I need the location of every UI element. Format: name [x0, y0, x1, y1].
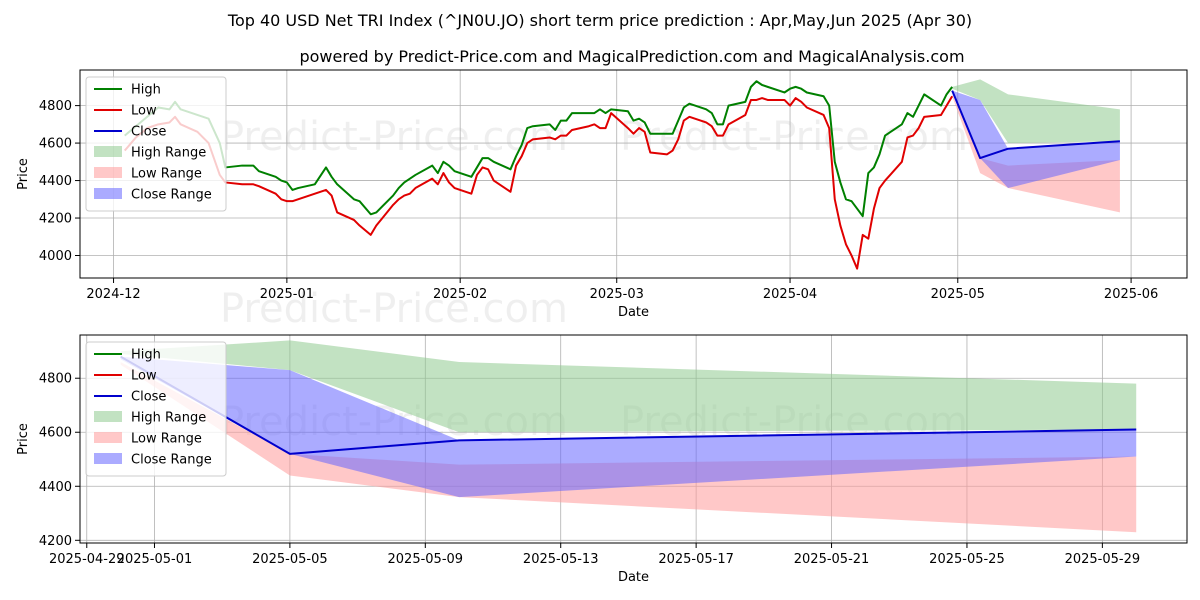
x-tick-label: 2025-05-21: [794, 552, 870, 567]
y-tick-label: 4400: [39, 174, 72, 189]
legend-swatch-close-range: [94, 453, 122, 464]
x-tick-label: 2025-05-17: [658, 552, 734, 567]
y-tick-label: 4000: [39, 249, 72, 264]
high-range-band: [120, 340, 1137, 433]
close-line: [951, 90, 1120, 160]
low-range-band: [120, 362, 1137, 533]
legend-label-low: Low: [131, 369, 157, 384]
legend-label-high-range: High Range: [131, 146, 206, 161]
y-tick-label: 4400: [39, 480, 72, 495]
x-tick-label: 2025-05-13: [523, 552, 599, 567]
x-tick-label: 2025-05-29: [1065, 552, 1141, 567]
y-tick-label: 4200: [39, 212, 72, 227]
x-axis-label: Date: [618, 570, 649, 585]
legend-label-close: Close: [131, 390, 166, 405]
legend-label-high-range: High Range: [131, 411, 206, 426]
y-axis-label: Price: [16, 158, 31, 190]
x-tick-label: 2025-04: [763, 287, 817, 302]
chart-title: Top 40 USD Net TRI Index (^JN0U.JO) shor…: [227, 11, 972, 30]
legend-label-low-range: Low Range: [131, 167, 202, 182]
x-tick-label: 2025-01: [260, 287, 314, 302]
legend-label-low-range: Low Range: [131, 432, 202, 447]
legend-swatch-low-range: [94, 432, 122, 443]
x-axis-label: Date: [618, 305, 649, 320]
high-line: [124, 80, 953, 218]
close-range-band: [952, 90, 1120, 189]
low-range-band: [952, 94, 1120, 213]
legend-label-close-range: Close Range: [131, 188, 212, 203]
x-tick-label: 2025-05-01: [117, 552, 193, 567]
plot-frame: [79, 334, 1188, 544]
high-range-band: [952, 79, 1120, 144]
y-axis-label: Price: [16, 423, 31, 455]
legend-swatch-low-range: [94, 167, 122, 178]
x-tick-label: 2025-05-25: [929, 552, 1005, 567]
watermark: Predict-Price.com: [220, 286, 568, 332]
legend-swatch-high-range: [94, 411, 122, 422]
low-line: [123, 95, 954, 270]
x-tick-label: 2025-05: [931, 287, 985, 302]
plot-frame: [79, 69, 1188, 279]
forecast-chart-panel: Predict-Price.comPredict-Price.com2025-0…: [16, 334, 1188, 585]
main-chart-panel: Predict-Price.com Predict-Price.com Predic…: [16, 69, 1188, 332]
x-tick-label: 2025-05-09: [388, 552, 464, 567]
chart-subtitle: powered by Predict-Price.com and Magical…: [299, 47, 964, 66]
legend-label-high: High: [131, 348, 161, 363]
watermark: Predict-Price.com: [620, 114, 968, 160]
x-tick-label: 2025-05-05: [252, 552, 328, 567]
legend-swatch-close-range: [94, 188, 122, 199]
y-tick-label: 4600: [39, 426, 72, 441]
y-tick-label: 4800: [39, 99, 72, 114]
x-tick-label: 2025-02: [433, 287, 487, 302]
close-range-band: [120, 356, 1137, 498]
legend-label-high: High: [131, 83, 161, 98]
x-tick-label: 2024-12: [86, 287, 140, 302]
y-tick-label: 4800: [39, 372, 72, 387]
legend-label-low: Low: [131, 104, 157, 119]
x-tick-label: 2025-04-29: [49, 552, 125, 567]
y-tick-label: 4600: [39, 137, 72, 152]
y-tick-label: 4200: [39, 534, 72, 549]
x-tick-label: 2025-03: [590, 287, 644, 302]
legend-label-close: Close: [131, 125, 166, 140]
x-tick-label: 2025-06: [1104, 287, 1158, 302]
watermark: Predict-Price.com: [220, 114, 568, 160]
legend-label-close-range: Close Range: [131, 453, 212, 468]
legend-swatch-high-range: [94, 146, 122, 157]
